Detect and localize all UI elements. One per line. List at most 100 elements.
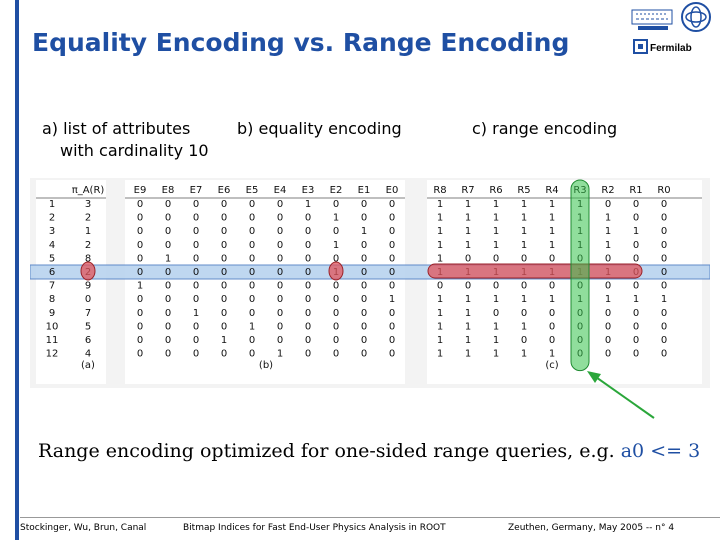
attribute-value: 0 (85, 294, 91, 305)
range-bit: 0 (605, 349, 611, 360)
footer-authors: Stockinger, Wu, Brun, Canal (20, 523, 147, 533)
equality-bit: 0 (137, 213, 143, 224)
range-bit: 0 (521, 253, 527, 264)
equality-bit: 0 (137, 349, 143, 360)
equality-bit: 0 (361, 308, 367, 319)
header-e8: E8 (162, 185, 175, 196)
equality-bit: 0 (389, 213, 395, 224)
range-bit: 1 (549, 349, 555, 360)
institution-logos: Fermilab (631, 2, 711, 54)
range-bit: 1 (549, 213, 555, 224)
equality-bit: 0 (137, 253, 143, 264)
equality-bit: 0 (333, 349, 339, 360)
attribute-value: 9 (85, 281, 91, 292)
header-r4: R4 (545, 185, 558, 196)
equality-bit: 0 (193, 335, 199, 346)
range-bit: 1 (549, 294, 555, 305)
equality-bit: 0 (333, 294, 339, 305)
range-bit: 0 (661, 226, 667, 237)
equality-bit: 0 (249, 294, 255, 305)
range-bit: 0 (465, 281, 471, 292)
equality-bit: 0 (137, 294, 143, 305)
range-bit: 1 (437, 294, 443, 305)
row-id: 9 (49, 308, 55, 319)
range-bit: 0 (633, 321, 639, 332)
equality-bit: 0 (249, 253, 255, 264)
header-r2: R2 (601, 185, 614, 196)
range-bit: 1 (549, 240, 555, 251)
equality-bit: 0 (165, 349, 171, 360)
range-bit: 1 (605, 213, 611, 224)
range-bit: 1 (521, 199, 527, 210)
range-bit: 0 (633, 281, 639, 292)
equality-bit: 0 (389, 253, 395, 264)
row-id: 6 (49, 267, 55, 278)
footer-divider (20, 517, 720, 518)
equality-bit: 0 (389, 321, 395, 332)
range-bit: 0 (661, 240, 667, 251)
range-bit: 0 (633, 213, 639, 224)
range-bit: 0 (493, 281, 499, 292)
equality-bit: 0 (305, 294, 311, 305)
row-id: 4 (49, 240, 55, 251)
range-bit: 0 (549, 321, 555, 332)
header-r8: R8 (433, 185, 446, 196)
equality-bit: 0 (165, 281, 171, 292)
equality-bit: 0 (221, 267, 227, 278)
range-bit: 1 (465, 226, 471, 237)
range-bit: 1 (465, 349, 471, 360)
equality-bit: 1 (165, 253, 171, 264)
equality-bit: 0 (249, 240, 255, 251)
range-bit: 1 (437, 335, 443, 346)
row-id: 8 (49, 294, 55, 305)
equality-bit: 0 (165, 335, 171, 346)
equality-bit: 0 (389, 226, 395, 237)
sub-label-c: (c) (545, 360, 558, 371)
range-bit: 1 (437, 308, 443, 319)
equality-bit: 0 (193, 267, 199, 278)
range-bit: 1 (493, 226, 499, 237)
header-e0: E0 (386, 185, 399, 196)
equality-bit: 0 (389, 199, 395, 210)
equality-bit: 0 (165, 294, 171, 305)
equality-bit: 0 (165, 321, 171, 332)
equality-bit: 0 (165, 213, 171, 224)
panel-c (427, 180, 702, 384)
row-id: 1 (49, 199, 55, 210)
range-bit: 0 (633, 240, 639, 251)
equality-bit: 0 (305, 321, 311, 332)
range-bit: 0 (493, 308, 499, 319)
equality-bit: 0 (305, 349, 311, 360)
panel-a (36, 180, 106, 384)
range-bit: 1 (633, 226, 639, 237)
range-bit: 0 (661, 281, 667, 292)
range-bit: 1 (633, 294, 639, 305)
equality-bit: 0 (305, 267, 311, 278)
row-id: 10 (46, 321, 59, 332)
equality-bit: 0 (165, 240, 171, 251)
equality-bit: 0 (137, 240, 143, 251)
equality-bit: 0 (361, 199, 367, 210)
equality-bit: 0 (361, 267, 367, 278)
row-id: 3 (49, 226, 55, 237)
range-bit: 1 (465, 294, 471, 305)
row-id: 5 (49, 253, 55, 264)
range-bit: 1 (549, 199, 555, 210)
equality-bit: 0 (277, 199, 283, 210)
equality-bit: 0 (305, 240, 311, 251)
caption-c: c) range encoding (472, 119, 618, 138)
header-r7: R7 (461, 185, 474, 196)
header-r0: R0 (657, 185, 670, 196)
equality-bit: 0 (193, 349, 199, 360)
equality-bit: 0 (249, 281, 255, 292)
attribute-value: 5 (85, 321, 91, 332)
header-e5: E5 (246, 185, 259, 196)
equality-bit: 0 (389, 281, 395, 292)
row-id: 2 (49, 213, 55, 224)
equality-bit: 0 (249, 349, 255, 360)
equality-bit: 0 (165, 199, 171, 210)
equality-bit: 0 (361, 294, 367, 305)
equality-bit: 0 (137, 267, 143, 278)
range-bit: 0 (661, 349, 667, 360)
equality-bit: 0 (361, 335, 367, 346)
